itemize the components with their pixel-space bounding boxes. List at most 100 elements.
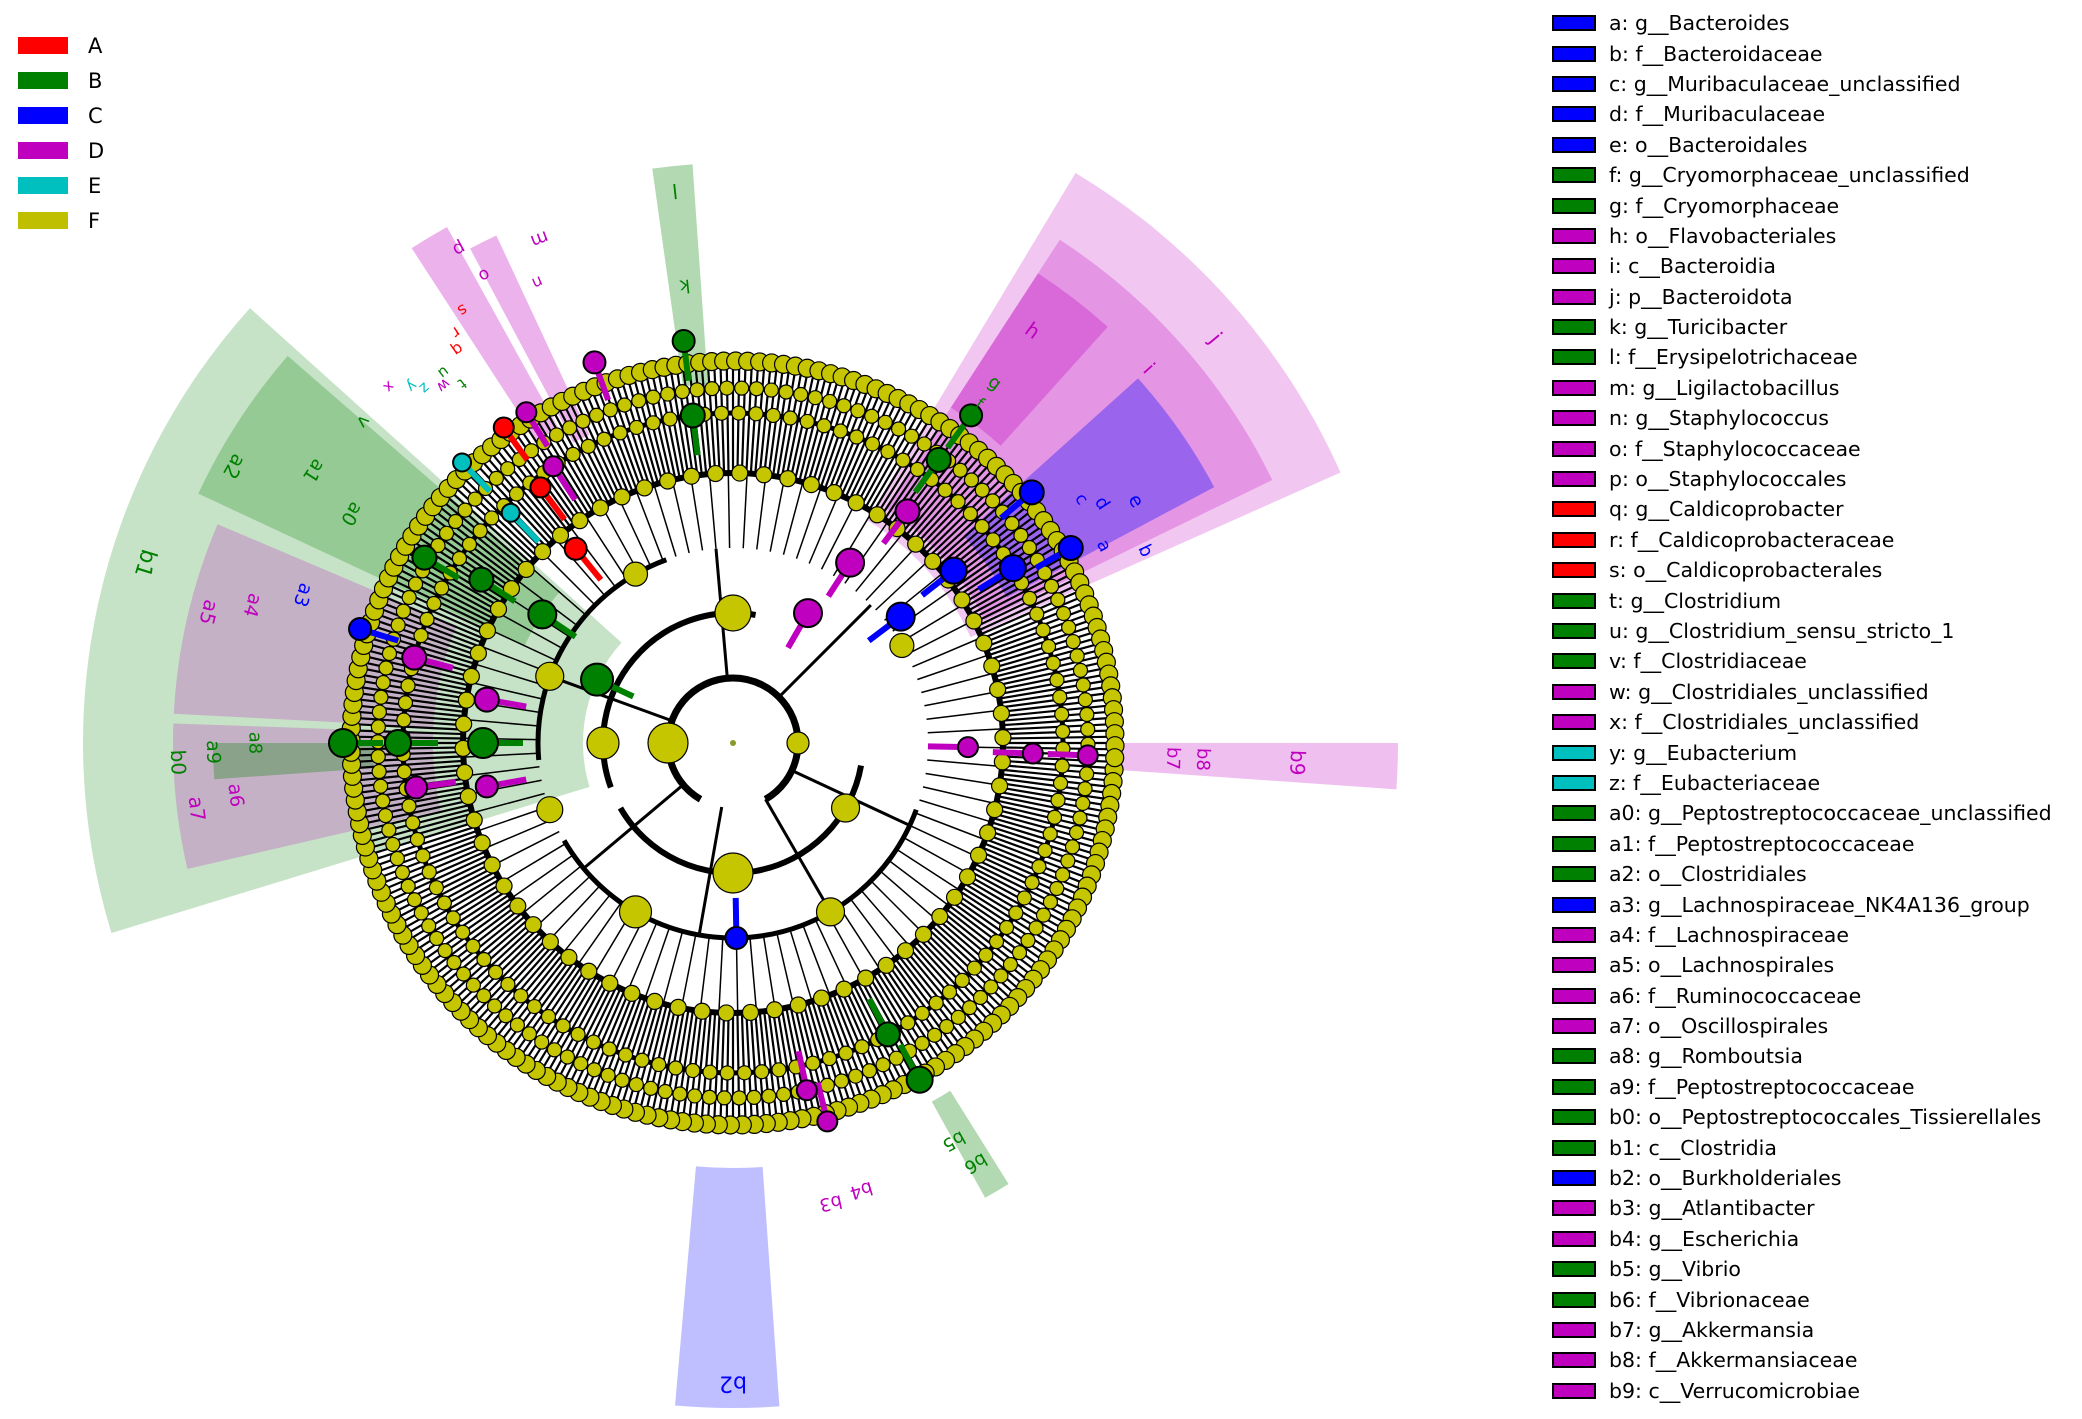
node	[830, 793, 861, 823]
radial-branch	[735, 937, 739, 1013]
backbone-arc	[600, 610, 757, 789]
biomarker-node-b6	[874, 1021, 901, 1048]
node	[988, 933, 1005, 950]
taxa-label: v: f__Clostridiaceae	[1609, 649, 1807, 674]
node	[712, 852, 754, 894]
clade-label-m: m	[528, 226, 552, 252]
radial-branch	[511, 854, 574, 899]
biomarker-node-r	[529, 476, 552, 499]
node	[1052, 775, 1069, 791]
taxa-label: x: f__Clostridiales_unclassified	[1609, 710, 1920, 735]
taxa-swatch	[1552, 957, 1596, 974]
node	[741, 1003, 760, 1022]
group-label: F	[88, 208, 101, 233]
radial-branch	[626, 922, 658, 992]
node	[467, 491, 483, 507]
radial-branch	[496, 611, 563, 650]
radial-branch	[776, 1009, 797, 1120]
taxa-legend-item: b: f__Bacteroidaceae	[1552, 38, 2052, 68]
radial-branch	[983, 600, 1089, 644]
node	[778, 384, 794, 400]
node	[618, 895, 653, 929]
taxa-label: b8: f__Akkermansiaceae	[1609, 1348, 1858, 1373]
group-legend-item: C	[18, 98, 104, 133]
node	[974, 518, 990, 535]
radial-branch	[385, 854, 489, 904]
radial-branch	[838, 906, 881, 970]
node	[993, 968, 1009, 984]
taxa-swatch	[1552, 379, 1596, 396]
taxa-legend-item: b2: o__Burkholderiales	[1552, 1163, 2052, 1193]
radial-branch	[758, 362, 772, 475]
biomarker-node-a1	[468, 566, 495, 593]
taxa-legend-item: b6: f__Vibrionaceae	[1552, 1284, 2052, 1314]
node	[1049, 672, 1065, 688]
radial-branch	[997, 795, 1108, 820]
node	[789, 996, 807, 1014]
group-legend-item: A	[18, 28, 104, 63]
taxa-label: l: f__Erysipelotrichaceae	[1609, 345, 1858, 370]
node	[419, 611, 435, 627]
node	[682, 467, 701, 485]
radial-branch	[994, 808, 1104, 838]
taxa-label: q: g__Caldicoprobacter	[1609, 497, 1844, 522]
taxa-legend-item: b7: g__Akkermansia	[1552, 1315, 2052, 1345]
node	[950, 494, 966, 510]
taxa-swatch	[1552, 531, 1596, 548]
radial-branch	[879, 870, 938, 921]
radial-branch	[351, 722, 464, 731]
radial-branch	[926, 709, 1002, 720]
node	[396, 764, 412, 780]
node	[421, 864, 437, 880]
node	[966, 960, 982, 976]
radial-branch	[393, 866, 494, 921]
taxa-swatch	[1552, 349, 1596, 366]
node	[500, 976, 516, 992]
radial-branch	[1001, 768, 1114, 782]
taxa-swatch	[1552, 1382, 1596, 1399]
radial-branch	[708, 473, 717, 549]
biomarker-node-b4	[795, 1079, 818, 1102]
biomarker-node-a0	[411, 544, 438, 571]
node	[907, 535, 925, 553]
radial-branch	[762, 935, 776, 1010]
node	[825, 484, 843, 502]
node	[998, 919, 1015, 936]
taxa-label: a2: o__Clostridiales	[1609, 862, 1807, 887]
node	[994, 729, 1012, 747]
node	[385, 836, 401, 853]
radial-branch	[930, 483, 1015, 561]
node	[900, 1015, 916, 1031]
radial-branch	[749, 937, 758, 1013]
radial-branch	[351, 759, 464, 770]
taxa-swatch	[1552, 15, 1596, 32]
node	[586, 1062, 602, 1078]
radial-branch	[352, 704, 465, 718]
node	[1031, 859, 1047, 875]
node	[1022, 590, 1038, 606]
node	[370, 749, 386, 765]
radial-branch	[434, 502, 524, 575]
node	[375, 793, 391, 809]
radial-branch	[974, 862, 1076, 915]
node	[575, 413, 591, 429]
group-label: B	[88, 68, 103, 93]
node	[765, 1001, 784, 1019]
node	[534, 1034, 550, 1050]
node	[580, 438, 596, 454]
node	[657, 1083, 673, 1100]
biomarker-node-d	[939, 556, 968, 585]
radial-branch	[820, 502, 857, 570]
taxa-swatch	[1552, 45, 1596, 62]
node	[401, 798, 417, 814]
clade-label-b9: b9	[1285, 750, 1310, 776]
node	[903, 428, 920, 444]
node	[1055, 605, 1072, 622]
node	[662, 411, 678, 427]
biomarker-node-m	[582, 350, 607, 375]
radial-branch	[464, 934, 545, 1017]
biomarker-node-f	[959, 403, 984, 428]
radial-branch	[358, 666, 469, 691]
node	[397, 695, 414, 711]
node	[1075, 795, 1091, 812]
